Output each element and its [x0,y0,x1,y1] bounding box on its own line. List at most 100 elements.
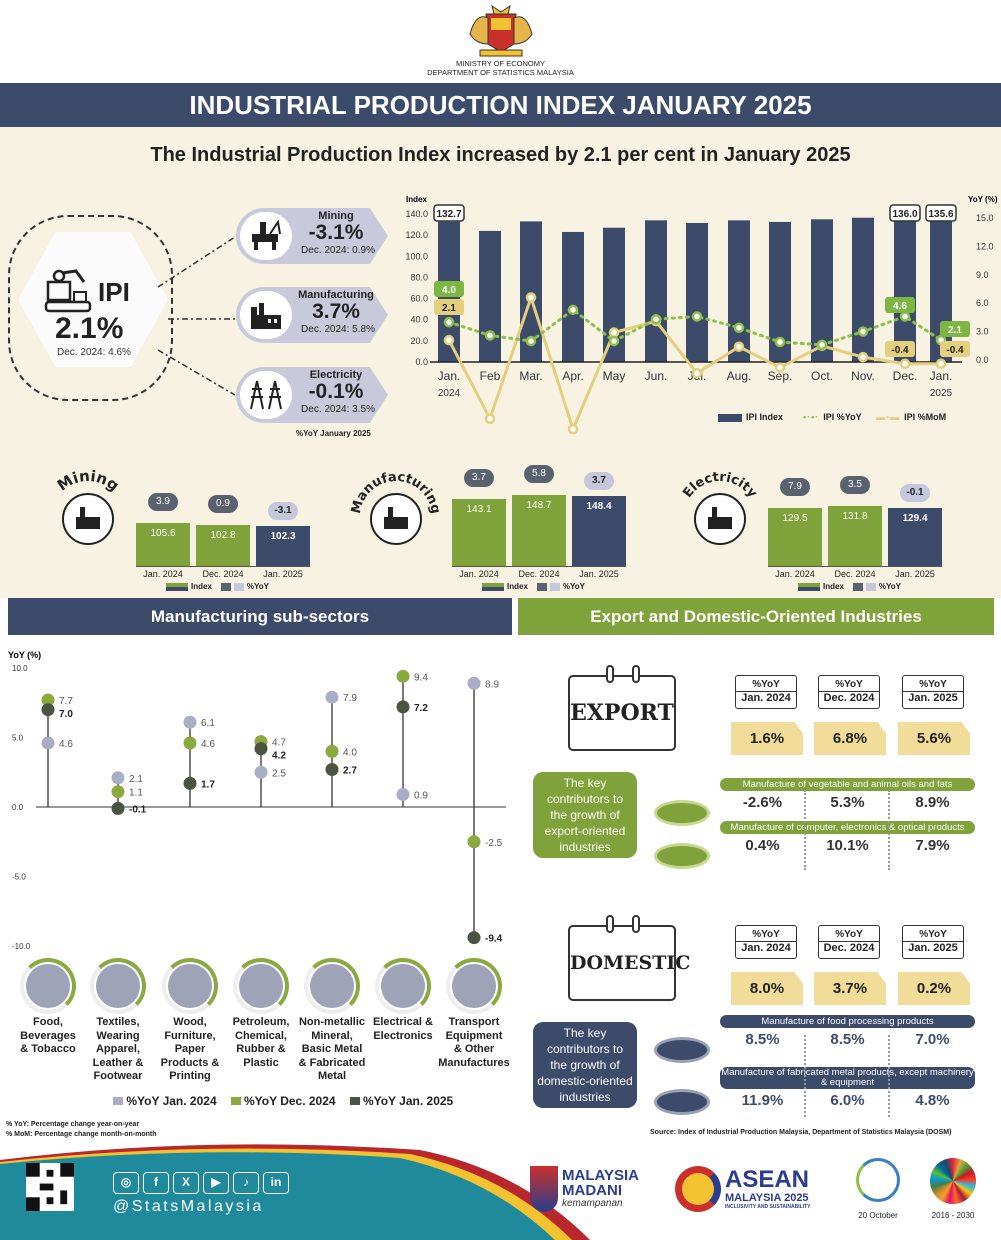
calendar-ring [632,665,640,683]
yoy-bubble: 5.8 [524,465,554,484]
left-tick-label: 100.0 [405,251,428,261]
column-divider [804,1035,806,1117]
mini-chart-manufacturing: Manufacturing 143.1 3.7 148.7 5.8 148.4 3.7 Jan… [348,455,648,595]
export-calendar-icon: EXPORT [568,665,676,751]
index-value: 143.1 [466,504,492,515]
madani-line: MALAYSIA [562,1167,639,1184]
domestic-calendar-icon: DOMESTIC [568,915,690,1001]
dot-value-label: 2.1 [129,774,143,785]
subsector-label-line: Equipment [445,1029,503,1042]
x-tick-label: Jun. [645,369,668,383]
subsector-icon [90,958,146,1014]
ipi-index-bar [562,231,584,362]
yoy-point [733,322,745,334]
index-value: 102.3 [270,530,296,542]
mini-x-labels: Jan. 2024 Dec. 2024 Jan. 2025 [136,569,310,580]
index-value-badge [925,204,957,222]
madani-emblem [530,1166,558,1212]
pylon-icon [240,371,292,419]
section-export-domestic: Export and Domestic-Oriented Industries [518,598,994,635]
period-label: Jan. 2025 [908,692,958,704]
legend-swatch [349,1097,360,1105]
x-tick-label: Jan. 2024 [143,569,183,579]
contributor-yoy-value: 10.1% [826,837,869,854]
madani-tagline: kemampanan [562,1198,623,1209]
social-handle[interactable]: @StatsMalaysia [113,1198,264,1215]
x-tick-label: Jan. 2024 [438,369,461,399]
x-tick-label: Nov. [851,369,875,383]
ipi-dec-value: Dec. 2024: 4.6% [57,347,131,358]
dot-point [183,715,197,729]
qr-code[interactable] [26,1163,74,1211]
legend-swatch [482,583,504,591]
mini-chart-mining: Mining 105.6 3.9 102.8 0.9 102.3 -3.1 Jan. 2024… [40,455,340,595]
statistics-day-logo: 20 October [848,1158,908,1221]
legend-swatch [549,583,560,591]
legend-label: %YoY Dec. 2024 [243,1094,336,1108]
asean-line: MALAYSIA 2025 [725,1191,809,1204]
x-icon[interactable]: X [173,1172,199,1194]
sector-yoy-value: 3.7% [312,300,360,323]
legend-label: IPI Index [746,412,784,422]
linkedin-icon[interactable]: in [263,1172,289,1194]
legend-label: %YoY [246,582,269,591]
legend-swatch [798,583,820,591]
subsector-label: Food, Beverages & Tobacco [12,1016,84,1057]
mining-rig-icon [240,212,292,260]
dot-value-label: -0.1 [129,804,147,815]
dot-value-label: 1.1 [129,788,143,799]
y-tick-label: 0.0 [12,803,24,812]
section-manufacturing-subsectors: Manufacturing sub-sectors [8,598,512,635]
subsector-icon-disc [96,964,140,1008]
yoy-label: %YoY [819,676,879,692]
legend-swatch [536,583,547,591]
contributor-yoy-value: 7.9% [915,837,950,854]
subsector-label-line: Rubber & [236,1043,286,1055]
x-tick-label: Sep. [768,369,793,383]
legend-ipi-index: IPI Index [718,412,783,423]
contributor-yoy-value: 8.5% [745,1031,780,1048]
contributor-yoy-value: 0.4% [745,837,780,854]
instagram-icon[interactable]: ◎ [113,1172,139,1194]
x-tick-label: Feb [480,369,501,383]
dot-point [325,762,339,776]
x-tick-label: Oct. [811,369,833,383]
legend-label: Index [823,582,844,591]
subsector-dot-chart: YoY (%) 10.0 5.0 0.0 -5.0 -10.0 7.7 7.0 4.6 2.1 1.… [8,650,506,951]
index-value: 131.8 [842,511,868,523]
subsector-label: Wood, Furniture, Paper Products & Printing [154,1016,226,1084]
subsector-icon-disc [310,964,354,1008]
subsector-label-line: Products & [160,1056,220,1069]
mom-value-label: -0.4 [946,345,964,356]
mom-value-label: 2.1 [442,303,456,314]
export-yoy-value: 6.8% [814,722,886,755]
legend-swatch [220,583,231,591]
contributor-industry-name: Manufacture of food processing products [720,1015,975,1028]
manufacturing-emblem: Manufacturing [349,470,443,545]
mom-point [525,292,537,303]
yoy-label: %YoY [903,926,963,942]
legend-swatch [718,413,742,422]
dot-value-label: 7.7 [59,696,73,707]
yoy-value-badge [434,281,464,297]
dot-point [467,676,481,690]
yoy-label: %YoY [736,926,796,942]
dot-point [467,931,481,945]
index-value: 148.7 [526,500,552,512]
contributor-yoy-value: 4.8% [915,1092,950,1109]
mom-point [774,362,786,373]
asean-text: ASEAN MALAYSIA 2025 INCLUSIVITY AND SUSTAI… [725,1167,810,1211]
mom-point [608,327,620,338]
youtube-icon[interactable]: ▶ [203,1172,229,1194]
contributor-values: 8.5% 8.5% 7.0% [720,1031,975,1049]
sdg-years: 2016 - 2030 [931,1211,975,1220]
sector-dec-value: Dec. 2024: 3.5% [301,404,375,415]
facebook-icon[interactable]: f [143,1172,169,1194]
x-tick-label: Jan. 2025 [263,569,303,579]
dot-value-label: 2.7 [343,765,357,776]
mom-point [935,358,947,370]
emblem-glyph [708,517,732,529]
tiktok-icon[interactable]: ♪ [233,1172,259,1194]
ipi-index-bar [769,221,791,362]
mini-chart-title-text: Mining [54,467,123,495]
